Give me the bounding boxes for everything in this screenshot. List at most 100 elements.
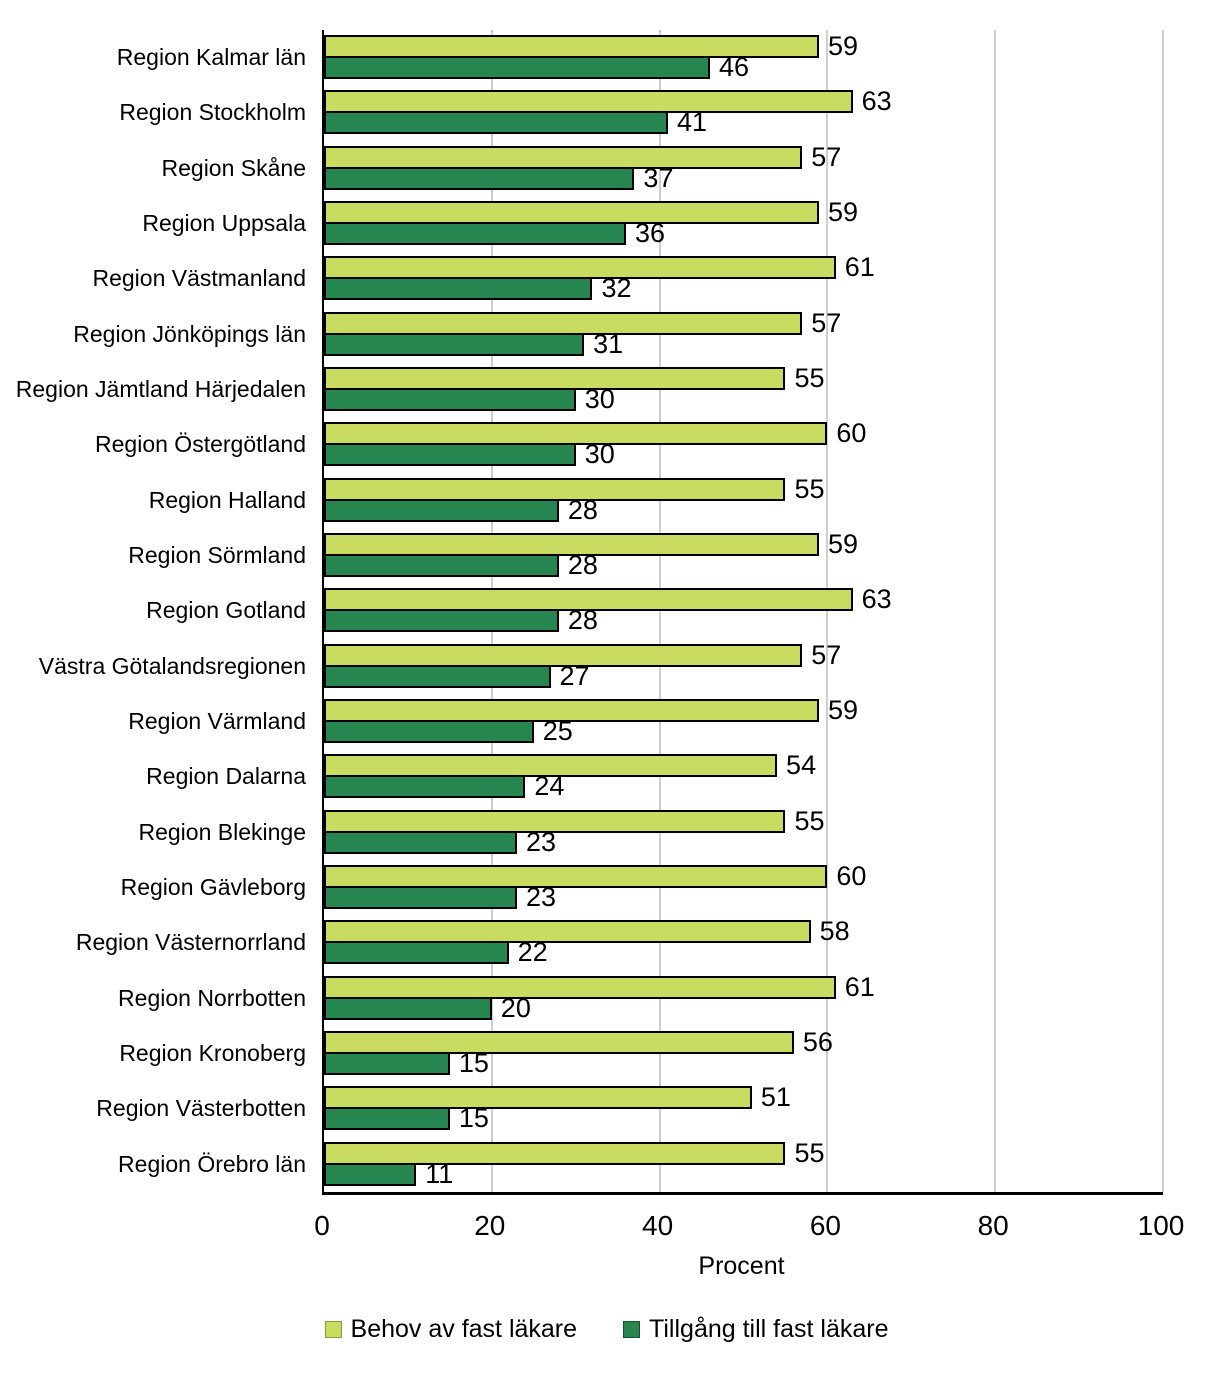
- bar-group: 60 30: [324, 417, 1163, 472]
- bar-need: [324, 367, 786, 390]
- bar-value-label: 55: [794, 363, 825, 393]
- bar-value-label: 51: [760, 1082, 791, 1113]
- bar-value-label: 59: [828, 31, 859, 61]
- bar-need: [324, 201, 819, 224]
- bar-need: [324, 90, 853, 114]
- legend-label: Behov av fast läkare: [350, 1315, 578, 1343]
- bar-value-label: 30: [584, 439, 615, 470]
- bar-access: [324, 166, 635, 190]
- region-label: Region Blekinge: [138, 818, 306, 845]
- bar-access: [324, 554, 559, 577]
- bar-value-label: 54: [786, 750, 817, 781]
- bar-access: [324, 941, 509, 965]
- bar-need: [324, 1141, 786, 1165]
- plot-area: 59 46 63 41 57 37 59 36 61 32 57 31 55 30 60 30 55 28 59 28…: [322, 30, 1164, 1195]
- bar-group: 55 28: [324, 473, 1163, 528]
- x-tick-label: 100: [1137, 1210, 1185, 1241]
- bar-group: 57 27: [324, 639, 1163, 694]
- bar-need: [324, 256, 836, 280]
- region-label: Region Kalmar län: [116, 44, 306, 71]
- legend-swatch-icon: [324, 1321, 342, 1338]
- x-tick-label: 20: [474, 1210, 506, 1241]
- bar-value-label: 37: [643, 162, 674, 193]
- bar-group: 59 28: [324, 528, 1163, 583]
- bar-value-label: 28: [567, 550, 598, 580]
- legend-swatch-icon: [623, 1321, 641, 1338]
- region-label: Region Jönköpings län: [73, 320, 306, 347]
- bar-value-label: 59: [828, 695, 859, 725]
- bar-access: [324, 1107, 450, 1131]
- x-tick-label: 40: [642, 1210, 674, 1241]
- bar-value-label: 60: [836, 861, 867, 891]
- bar-value-label: 15: [458, 1048, 489, 1078]
- bar-value-label: 63: [861, 86, 892, 117]
- bar-value-label: 15: [458, 1103, 489, 1134]
- grid-line-80: [994, 30, 996, 1192]
- x-tick-label: 0: [314, 1210, 330, 1241]
- bar-need: [324, 975, 836, 999]
- bar-group: 55 23: [324, 805, 1163, 860]
- bar-access: [324, 277, 593, 301]
- region-label: Region Skåne: [161, 154, 307, 181]
- bar-value-label: 31: [593, 328, 624, 359]
- bar-need: [324, 1086, 752, 1110]
- bar-value-label: 60: [836, 418, 867, 449]
- bar-value-label: 28: [567, 605, 598, 636]
- bar-access: [324, 886, 517, 909]
- region-label: Region Östergötland: [95, 431, 306, 458]
- bar-group: 57 37: [324, 141, 1163, 196]
- legend-item: Tillgång till fast läkare: [623, 1315, 888, 1344]
- bar-need: [324, 699, 819, 722]
- bar-value-label: 22: [517, 937, 548, 968]
- bar-need: [324, 311, 803, 335]
- bar-group: 63 41: [324, 85, 1163, 140]
- region-label: Region Dalarna: [146, 763, 306, 790]
- bar-need: [324, 865, 828, 888]
- bar-access: [324, 996, 492, 1020]
- region-label: Region Jämtland Härjedalen: [15, 376, 306, 403]
- bar-access: [324, 443, 576, 467]
- bar-group: 60 23: [324, 860, 1163, 915]
- bar-value-label: 41: [676, 107, 708, 138]
- bar-value-label: 55: [794, 805, 825, 836]
- bar-group: 59 25: [324, 694, 1163, 749]
- bar-group: 51 15: [324, 1081, 1163, 1136]
- region-label: Region Västernorrland: [75, 929, 306, 956]
- bar-value-label: 59: [828, 197, 859, 227]
- bar-value-label: 61: [844, 252, 875, 283]
- bar-need: [324, 754, 778, 778]
- region-label: Region Norrbotten: [118, 984, 306, 1011]
- bar-value-label: 57: [811, 141, 842, 172]
- grid-line-100: [1162, 30, 1164, 1192]
- bar-value-label: 11: [425, 1158, 454, 1189]
- bar-need: [324, 643, 803, 667]
- bar-value-label: 27: [559, 660, 590, 691]
- bar-need: [324, 920, 811, 944]
- bar-value-label: 23: [525, 882, 557, 912]
- bar-access: [324, 111, 668, 135]
- bar-value-label: 55: [794, 1137, 825, 1168]
- legend-item: Behov av fast läkare: [324, 1315, 578, 1344]
- legend: Behov av fast läkare Tillgång till fast l…: [0, 1315, 1213, 1344]
- bar-value-label: 46: [718, 52, 749, 82]
- bar-group: 61 20: [324, 971, 1163, 1026]
- bar-group: 56 15: [324, 1026, 1163, 1081]
- bar-group: 55 30: [324, 362, 1163, 417]
- region-label: Region Västmanland: [92, 265, 306, 292]
- legend-label: Tillgång till fast läkare: [649, 1315, 889, 1343]
- region-label: Region Gotland: [146, 597, 306, 624]
- bar-value-label: 57: [811, 307, 842, 338]
- bar-access: [324, 498, 559, 522]
- bar-access: [324, 1162, 417, 1186]
- x-axis-ticks: 0 20 40 60 80 100: [314, 1210, 1184, 1246]
- bar-need: [324, 422, 828, 446]
- bar-value-label: 32: [601, 273, 632, 304]
- bar-access: [324, 775, 526, 799]
- region-label: Region Västerbotten: [96, 1095, 306, 1122]
- x-axis-title: Procent: [698, 1252, 785, 1280]
- bar-access: [324, 388, 576, 411]
- bar-value-label: 63: [861, 584, 892, 615]
- region-label: Region Örebro län: [118, 1150, 306, 1177]
- bar-group: 57 31: [324, 307, 1163, 362]
- region-label: Region Uppsala: [142, 210, 306, 237]
